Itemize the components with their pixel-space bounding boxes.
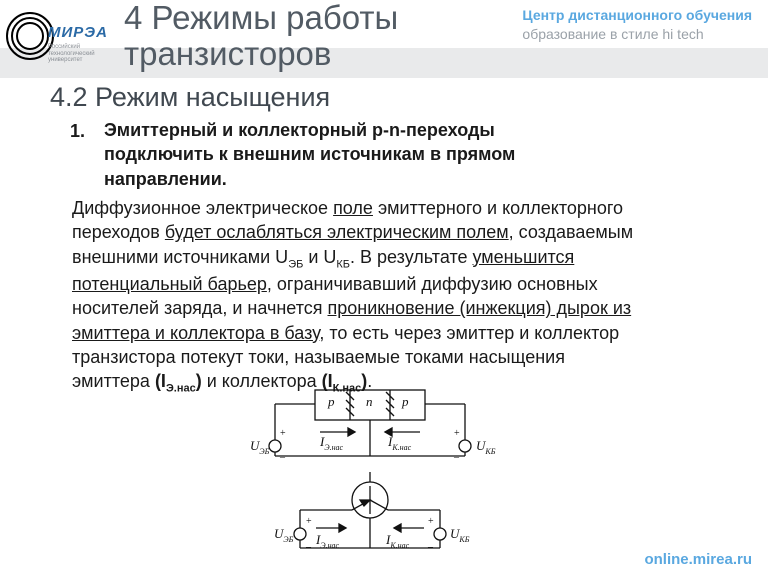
d1-ukb-sub: КБ	[484, 447, 495, 456]
logo-text: МИРЭА	[48, 24, 108, 41]
d1-p-right: p	[401, 394, 409, 409]
d1-ik-sub: К.нас	[391, 443, 411, 452]
circuit-diagram-block: p n p UЭБ UКБ IЭ.нас IК.нас + – + –	[220, 384, 520, 464]
body-paragraph: Диффузионное электрическое поле эмиттерн…	[72, 196, 642, 397]
footer-url: online.mirea.ru	[644, 551, 752, 568]
d1-n-mid: n	[366, 394, 373, 409]
body-t1: Диффузионное электрическое	[72, 198, 333, 218]
d2-ie-sub: Э.нас	[320, 541, 339, 550]
section-title: 4.2 Режим насыщения	[50, 82, 330, 113]
body-t4: и U	[303, 247, 336, 267]
body-sub2: КБ	[336, 258, 350, 270]
body-u1: поле	[333, 198, 373, 218]
svg-text:IК.нас: IК.нас	[385, 532, 410, 550]
d1-plus-r: +	[454, 428, 460, 439]
body-b1-sub: Э.нас	[166, 383, 196, 395]
svg-text:IК.нас: IК.нас	[387, 434, 412, 452]
d2-minus-r: –	[427, 542, 434, 553]
logo-rings-icon	[6, 12, 52, 58]
chapter-title: 4 Режимы работы транзисторов	[124, 0, 444, 73]
d2-plus-r: +	[428, 516, 434, 527]
d1-minus-r: –	[453, 452, 460, 463]
tagline: Центр дистанционного обучения образовани…	[522, 6, 752, 44]
d1-minus-l: –	[279, 452, 286, 463]
circuit-diagram-symbol: UЭБ UКБ IЭ.нас IК.нас + – + –	[220, 470, 520, 560]
d1-p-left: p	[327, 394, 335, 409]
svg-text:UЭБ: UЭБ	[250, 438, 270, 456]
body-sub1: ЭБ	[288, 258, 303, 270]
list-item-1: Эмиттерный и коллекторный p-n-переходы п…	[104, 118, 584, 191]
d2-minus-l: –	[305, 542, 312, 553]
d2-plus-l: +	[306, 516, 312, 527]
svg-text:UКБ: UКБ	[476, 438, 496, 456]
svg-text:UКБ: UКБ	[450, 526, 470, 544]
tagline-line2: образование в стиле hi tech	[522, 25, 752, 44]
d2-ueb-sub: ЭБ	[283, 535, 293, 544]
svg-text:UЭБ: UЭБ	[274, 526, 294, 544]
d1-plus-l: +	[280, 428, 286, 439]
d1-ie-sub: Э.нас	[324, 443, 343, 452]
body-u2: будет ослабляться электрическим полем	[165, 222, 509, 242]
body-t5: . В результате	[350, 247, 472, 267]
logo: МИРЭА Российский технологический универс…	[4, 6, 114, 70]
tagline-line1: Центр дистанционного обучения	[522, 6, 752, 25]
body-b1-open: (I	[155, 371, 166, 391]
svg-text:IЭ.нас: IЭ.нас	[319, 434, 344, 452]
d2-ukb-sub: КБ	[458, 535, 469, 544]
list-number: 1.	[70, 121, 85, 142]
body-b1: (IЭ.нас)	[155, 371, 202, 391]
d1-ueb-sub: ЭБ	[259, 447, 269, 456]
d2-ik-sub: К.нас	[389, 541, 409, 550]
logo-subtext: Российский технологический университет	[48, 44, 118, 64]
svg-text:IЭ.нас: IЭ.нас	[315, 532, 340, 550]
